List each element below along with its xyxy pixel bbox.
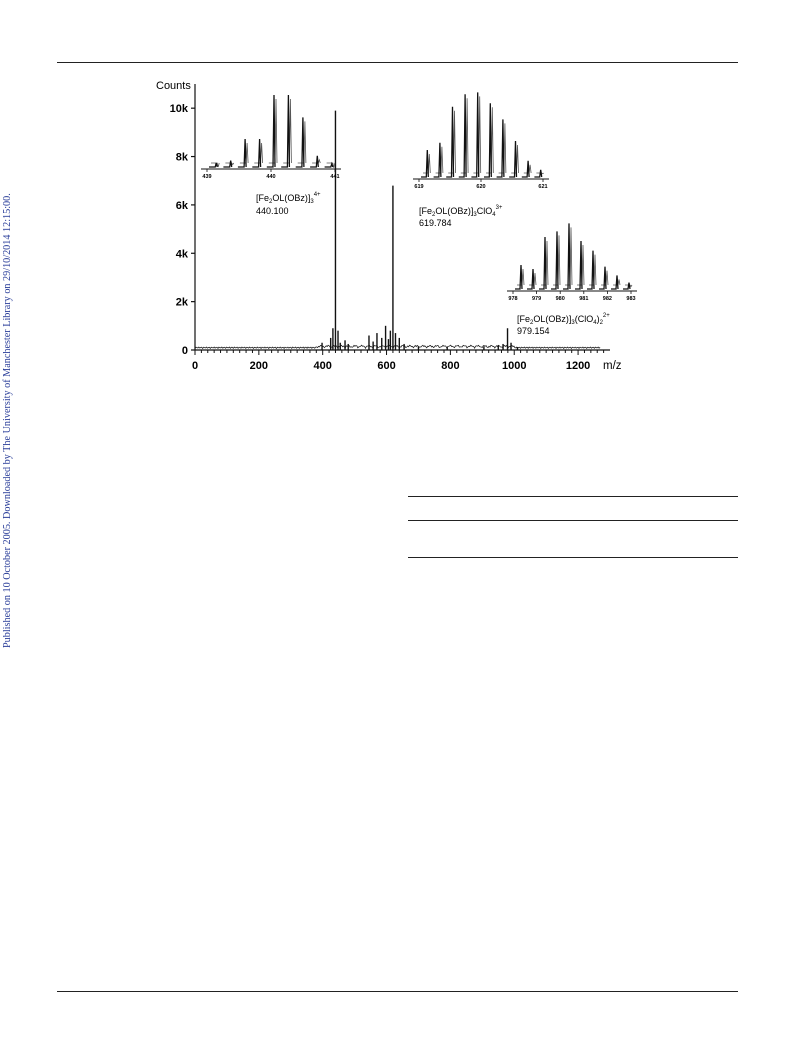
ion-label-1: [Fe2OL(OBz)]34+ xyxy=(256,192,321,205)
baseline-trace xyxy=(194,344,601,350)
x-tick-label: 800 xyxy=(441,360,459,372)
x-tick-label: 1000 xyxy=(502,360,526,372)
inset-observed-trace xyxy=(515,223,631,290)
y-tick-label: 4k xyxy=(176,248,189,260)
isotope-insets: 439 440 441 619 620 621 978 979 980 981 982 983 xyxy=(201,92,637,302)
inset-tick-label: 440 xyxy=(266,174,275,180)
table-rule-middle xyxy=(408,520,738,521)
inset-tick-label: 982 xyxy=(603,296,612,302)
ion-label-2: [Fe2OL(OBz)]3ClO43+ xyxy=(419,205,503,218)
y-axis-label: Counts xyxy=(156,80,191,92)
chart-axes: 0 2k 4k 6k 8k 10k 0 200 400 600 800 1000 1200 xyxy=(170,84,610,372)
x-tick-label: 600 xyxy=(377,360,395,372)
y-tick-label: 8k xyxy=(176,152,189,164)
y-tick-label: 6k xyxy=(176,200,189,212)
inset-simulated-trace xyxy=(423,96,544,175)
x-tick-label: 1200 xyxy=(566,360,590,372)
table-rule-bottom xyxy=(408,557,738,558)
y-tick-label: 2k xyxy=(176,297,189,309)
ion-value-2: 619.784 xyxy=(419,218,452,228)
x-tick-label: 200 xyxy=(250,360,268,372)
x-tick-label: 400 xyxy=(314,360,332,372)
inset-observed-trace xyxy=(421,92,543,178)
y-tick-label: 0 xyxy=(182,345,188,357)
isotope-inset: 439 440 441 xyxy=(201,94,341,180)
spectrum-peaks xyxy=(194,110,601,350)
y-tick-label: 10k xyxy=(170,103,189,115)
inset-observed-trace xyxy=(209,94,334,168)
inset-tick-label: 978 xyxy=(508,296,517,302)
inset-tick-label: 441 xyxy=(330,174,339,180)
x-axis-label: m/z xyxy=(603,360,622,372)
ion-value-1: 440.100 xyxy=(256,206,289,216)
inset-tick-label: 979 xyxy=(532,296,541,302)
inset-simulated-trace xyxy=(517,227,633,288)
ion-label-3: [Fe2OL(OBz)]3(ClO4)22+ xyxy=(517,313,610,326)
bottom-rule xyxy=(57,991,738,992)
inset-tick-label: 620 xyxy=(476,184,485,190)
inset-tick-label: 980 xyxy=(556,296,565,302)
inset-tick-label: 983 xyxy=(626,296,635,302)
table-rule-top xyxy=(408,496,738,497)
x-tick-label: 0 xyxy=(192,360,198,372)
ion-value-3: 979.154 xyxy=(517,326,550,336)
isotope-inset: 619 620 621 xyxy=(413,92,549,190)
inset-tick-label: 621 xyxy=(538,184,547,190)
top-rule xyxy=(57,62,738,63)
inset-tick-label: 619 xyxy=(414,184,423,190)
inset-tick-label: 981 xyxy=(579,296,588,302)
isotope-inset: 978 979 980 981 982 983 xyxy=(507,223,637,302)
inset-simulated-trace xyxy=(211,98,336,168)
inset-tick-label: 439 xyxy=(202,174,211,180)
